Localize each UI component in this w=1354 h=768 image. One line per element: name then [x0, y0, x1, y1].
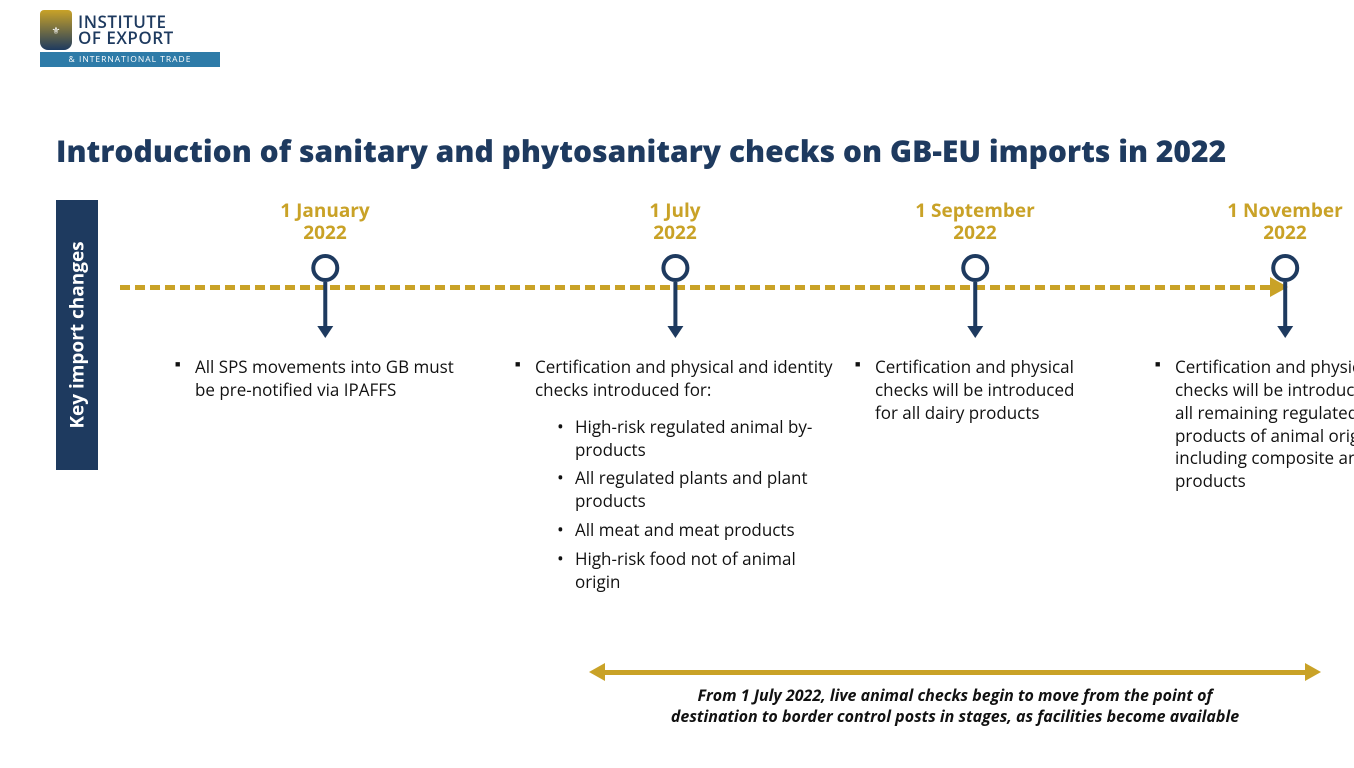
milestone: 1 January2022 All SPS movements into GB m…	[175, 200, 475, 412]
milestone-date-line2: 2022	[653, 219, 696, 245]
footnote-line2: destination to border control posts in s…	[671, 705, 1239, 727]
footnote: From 1 July 2022, live animal checks beg…	[605, 670, 1305, 727]
milestone: 1 July2022 Certification and physical and…	[515, 200, 835, 604]
logo: ⚜ INSTITUTE OF EXPORT & INTERNATIONAL TR…	[40, 10, 220, 67]
milestone-marker-icon	[649, 250, 700, 338]
milestone: 1 November2022 Certification and physical…	[1155, 200, 1354, 503]
logo-crest-icon: ⚜	[40, 10, 72, 50]
milestone-body: Certification and physical checks will b…	[855, 356, 1095, 425]
milestone-lead: Certification and physical and identity …	[515, 356, 835, 594]
milestone-date: 1 July2022	[649, 200, 700, 244]
milestone-date-line2: 2022	[1263, 219, 1306, 245]
milestone-marker-icon	[1227, 250, 1343, 338]
milestone-body: Certification and physical and identity …	[515, 356, 835, 594]
sidebar-label-text: Key import changes	[64, 241, 90, 428]
milestone-lead: Certification and physical checks will b…	[855, 356, 1095, 425]
page-title: Introduction of sanitary and phytosanita…	[56, 130, 1226, 171]
milestone-date: 1 January2022	[280, 200, 369, 244]
logo-top: ⚜ INSTITUTE OF EXPORT	[40, 10, 220, 50]
milestone-subitem: All meat and meat products	[557, 519, 835, 542]
milestone-date-line2: 2022	[303, 219, 346, 245]
milestone-body: Certification and physical checks will b…	[1155, 356, 1354, 494]
footnote-double-arrow-icon	[605, 670, 1305, 675]
milestone-body: All SPS movements into GB must be pre-no…	[175, 356, 475, 402]
footnote-text: From 1 July 2022, live animal checks beg…	[605, 685, 1305, 727]
logo-text: INSTITUTE OF EXPORT	[78, 14, 174, 46]
milestone-marker-icon	[280, 250, 369, 338]
milestone-subitem: High-risk regulated animal by-products	[557, 416, 835, 462]
milestone-date: 1 September2022	[915, 200, 1035, 244]
milestone-subitem: All regulated plants and plant products	[557, 467, 835, 513]
milestone: 1 September2022 Certification and physica…	[855, 200, 1095, 435]
footnote-line1: From 1 July 2022, live animal checks beg…	[698, 684, 1213, 706]
milestone-date: 1 November2022	[1227, 200, 1343, 244]
milestone-lead: Certification and physical checks will b…	[1155, 356, 1354, 494]
sidebar-label: Key import changes	[56, 200, 98, 470]
milestone-marker-icon	[915, 250, 1035, 338]
logo-line2: OF EXPORT	[78, 30, 174, 46]
milestone-subitems: High-risk regulated animal by-products Al…	[535, 416, 835, 595]
milestone-subitem: High-risk food not of animal origin	[557, 548, 835, 594]
logo-subtitle: & INTERNATIONAL TRADE	[40, 52, 220, 67]
milestone-date-line2: 2022	[953, 219, 996, 245]
milestone-lead: All SPS movements into GB must be pre-no…	[175, 356, 475, 402]
